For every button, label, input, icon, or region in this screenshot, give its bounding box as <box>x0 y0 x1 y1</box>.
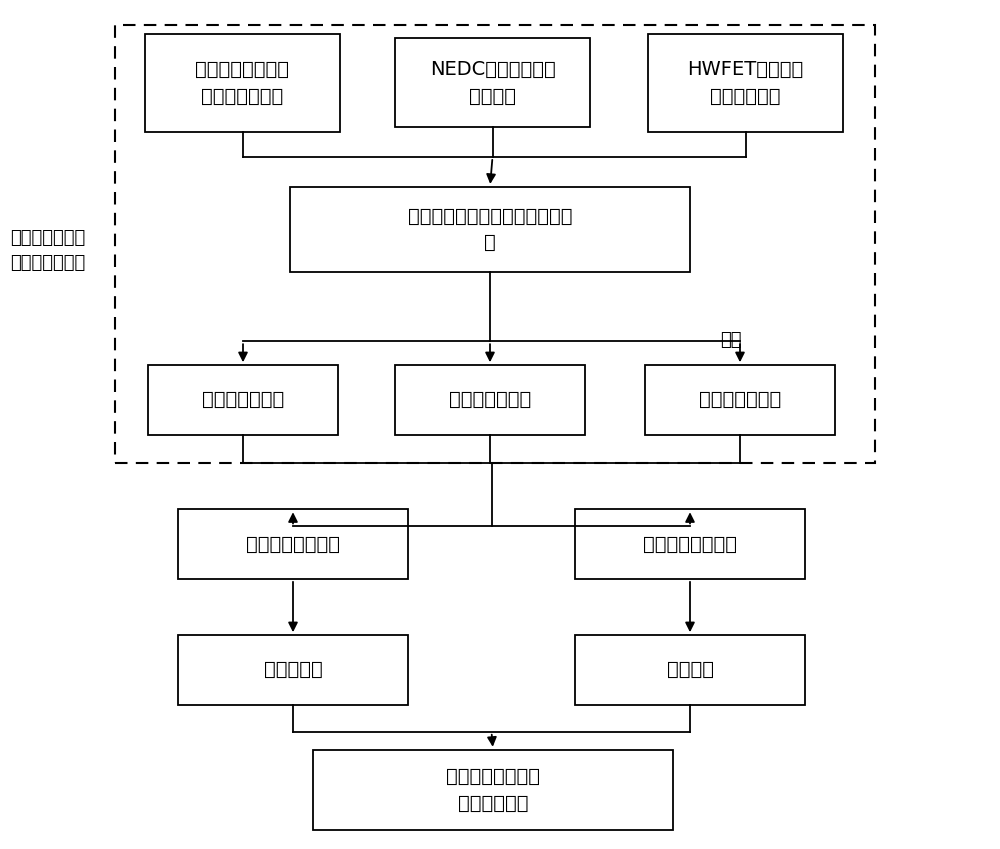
Bar <box>395 365 585 435</box>
Text: 中国乘用车工况下
的全局优化结果: 中国乘用车工况下 的全局优化结果 <box>196 60 290 105</box>
Text: 不同电池衰减模式
下的控制规则: 不同电池衰减模式 下的控制规则 <box>446 767 540 812</box>
Bar <box>575 509 805 579</box>
Bar <box>575 635 805 705</box>
Bar <box>115 25 875 463</box>
Text: 分类: 分类 <box>720 330 742 349</box>
Bar <box>178 635 408 705</box>
Text: 确定电池需求功率: 确定电池需求功率 <box>643 535 737 554</box>
Text: 低倍率衰减模式: 低倍率衰减模式 <box>202 391 284 409</box>
Bar <box>290 187 690 272</box>
Bar <box>645 365 835 435</box>
Text: HWFET工况下的
全局优化结果: HWFET工况下的 全局优化结果 <box>687 60 804 105</box>
Bar <box>648 34 843 132</box>
Bar <box>178 509 408 579</box>
Text: 电机控制: 电机控制 <box>666 661 714 679</box>
Bar <box>313 750 673 830</box>
Text: 高倍率衰减模式: 高倍率衰减模式 <box>699 391 781 409</box>
Text: 中倍率衰减模式: 中倍率衰减模式 <box>449 391 531 409</box>
Text: 节气门控制: 节气门控制 <box>264 661 322 679</box>
Bar <box>148 365 338 435</box>
Bar <box>145 34 340 132</box>
Text: 各工况下电池寿
命衰减模式分类: 各工况下电池寿 命衰减模式分类 <box>10 229 85 272</box>
Text: 确定发动机工作点: 确定发动机工作点 <box>246 535 340 554</box>
Text: 统计各工况下的工况块的特征参
数: 统计各工况下的工况块的特征参 数 <box>408 206 572 252</box>
Bar <box>395 38 590 127</box>
Text: NEDC工况下的全局
优化结果: NEDC工况下的全局 优化结果 <box>430 60 555 105</box>
